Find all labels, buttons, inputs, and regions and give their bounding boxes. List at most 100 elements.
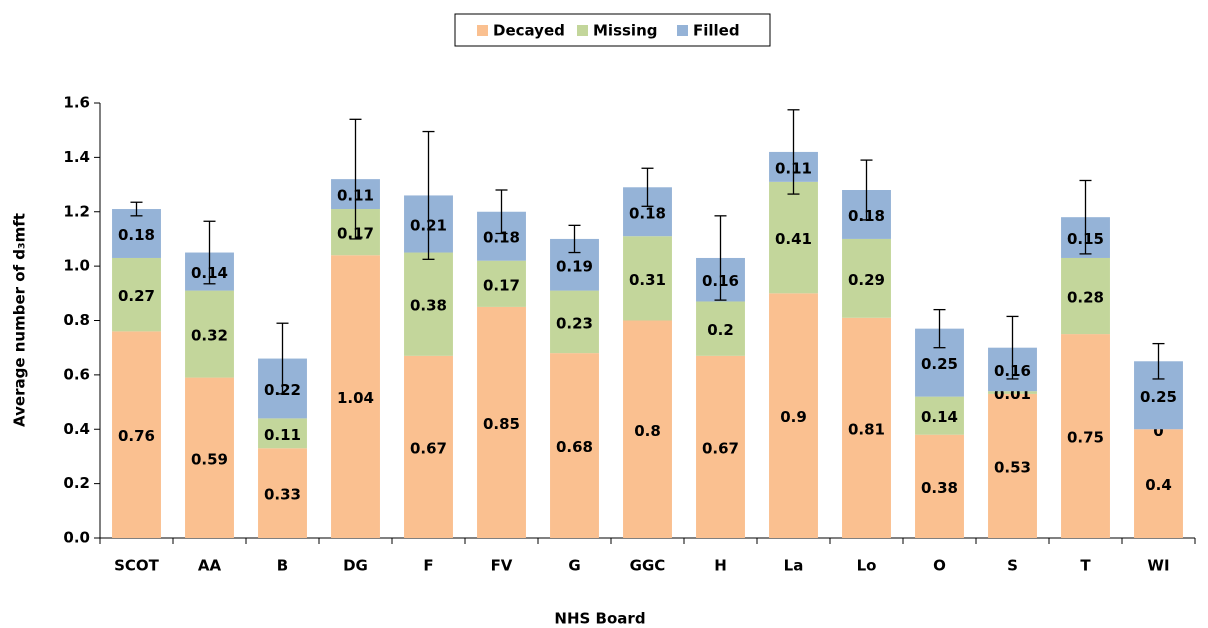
error-bar — [1079, 179, 1092, 255]
error-bar — [203, 220, 216, 285]
bar-segment — [112, 209, 161, 258]
bar-segment — [477, 306, 526, 538]
bar-segment — [1061, 257, 1110, 335]
data-label: 0.28 — [1067, 289, 1104, 307]
data-label: 0.31 — [629, 271, 666, 289]
bar-segment — [696, 355, 745, 538]
data-label: 0.17 — [483, 276, 520, 294]
bar-segment — [404, 252, 453, 356]
data-label: 0.85 — [483, 415, 520, 433]
bar-segment — [1061, 334, 1110, 538]
y-tick-label: 0.6 — [63, 365, 90, 383]
x-tick-label: G — [568, 557, 580, 575]
error-bar — [641, 167, 654, 207]
data-label: 0.18 — [629, 204, 666, 222]
error-bar — [568, 224, 581, 254]
y-axis-title: Average number of d₃mft — [11, 213, 29, 427]
bar-segment — [258, 418, 307, 449]
x-tick-label: H — [714, 557, 727, 575]
data-label: 1.04 — [337, 389, 374, 407]
bar-segment — [331, 255, 380, 538]
legend-swatch — [477, 25, 488, 36]
legend-swatch — [577, 25, 588, 36]
data-label: 0.33 — [264, 486, 301, 504]
data-label: 0.23 — [556, 314, 593, 332]
data-label: 0.67 — [410, 439, 447, 457]
data-label: 0.76 — [118, 427, 155, 445]
y-tick-label: 0.4 — [63, 420, 90, 438]
data-label: 0.29 — [848, 271, 885, 289]
data-label: 0.18 — [118, 226, 155, 244]
data-label: 0 — [1153, 422, 1163, 440]
y-tick-label: 1.4 — [63, 148, 90, 166]
error-bar — [422, 130, 435, 260]
x-tick-label: S — [1007, 557, 1018, 575]
data-label: 0.9 — [780, 408, 807, 426]
data-label: 0.27 — [118, 287, 155, 305]
bar-segment — [1134, 429, 1183, 538]
y-tick-label: 0.2 — [63, 474, 90, 492]
bar-segment — [769, 293, 818, 538]
data-label: 0.32 — [191, 327, 228, 345]
x-tick-label: GGC — [630, 557, 666, 575]
data-label: 0.25 — [921, 355, 958, 373]
data-label: 0.2 — [707, 321, 734, 339]
data-label: 0.75 — [1067, 429, 1104, 447]
legend-label: Decayed — [493, 22, 565, 40]
error-bar — [130, 201, 143, 217]
bar-segment — [477, 260, 526, 307]
y-tick-label: 0.8 — [63, 311, 90, 329]
bar-segment — [185, 290, 234, 378]
error-bar — [1006, 315, 1019, 380]
x-tick-label: T — [1080, 557, 1091, 575]
data-label: 0.41 — [775, 230, 812, 248]
y-tick-label: 0.0 — [63, 529, 90, 547]
bar-segment — [842, 238, 891, 318]
error-bar — [1152, 342, 1165, 380]
data-label: 0.11 — [264, 426, 301, 444]
legend-swatch — [677, 25, 688, 36]
data-label: 0.81 — [848, 420, 885, 438]
bar-segment — [185, 377, 234, 538]
data-label: 0.8 — [634, 422, 661, 440]
data-label: 0.38 — [410, 297, 447, 315]
data-label: 0.25 — [1140, 388, 1177, 406]
error-bar — [933, 308, 946, 349]
bar-segment — [988, 391, 1037, 394]
data-label: 0.59 — [191, 450, 228, 468]
bar-segment — [258, 448, 307, 538]
data-label: 0.53 — [994, 458, 1031, 476]
data-label: 0.19 — [556, 257, 593, 275]
bar-segment — [988, 393, 1037, 538]
error-bar — [714, 215, 727, 301]
data-label: 0.38 — [921, 479, 958, 497]
x-tick-label: DG — [343, 557, 368, 575]
x-tick-label: F — [423, 557, 433, 575]
bar-segment — [550, 353, 599, 538]
legend-box — [454, 13, 771, 47]
data-label: 0.18 — [483, 229, 520, 247]
data-label: 0.67 — [702, 439, 739, 457]
x-tick-label: FV — [491, 557, 513, 575]
x-tick-label: B — [277, 557, 288, 575]
error-bar — [276, 322, 289, 395]
y-tick-label: 1.2 — [63, 202, 90, 220]
data-label: 0.14 — [921, 408, 958, 426]
x-tick-label: La — [784, 557, 804, 575]
error-bar — [860, 159, 873, 221]
x-tick-label: SCOT — [114, 557, 160, 575]
bar-segment — [112, 331, 161, 538]
bar-segment — [112, 257, 161, 332]
bar-segment — [915, 434, 964, 538]
bar-segment — [915, 396, 964, 435]
x-tick-label: WI — [1147, 557, 1169, 575]
x-tick-label: AA — [198, 557, 222, 575]
legend-label: Filled — [693, 22, 740, 40]
bar-segment — [842, 317, 891, 538]
bar-segment — [550, 290, 599, 354]
bar-segment — [623, 236, 672, 321]
error-bar — [787, 109, 800, 195]
x-axis-title: NHS Board — [554, 610, 645, 628]
error-bar — [349, 118, 362, 240]
bar-segment — [404, 355, 453, 538]
